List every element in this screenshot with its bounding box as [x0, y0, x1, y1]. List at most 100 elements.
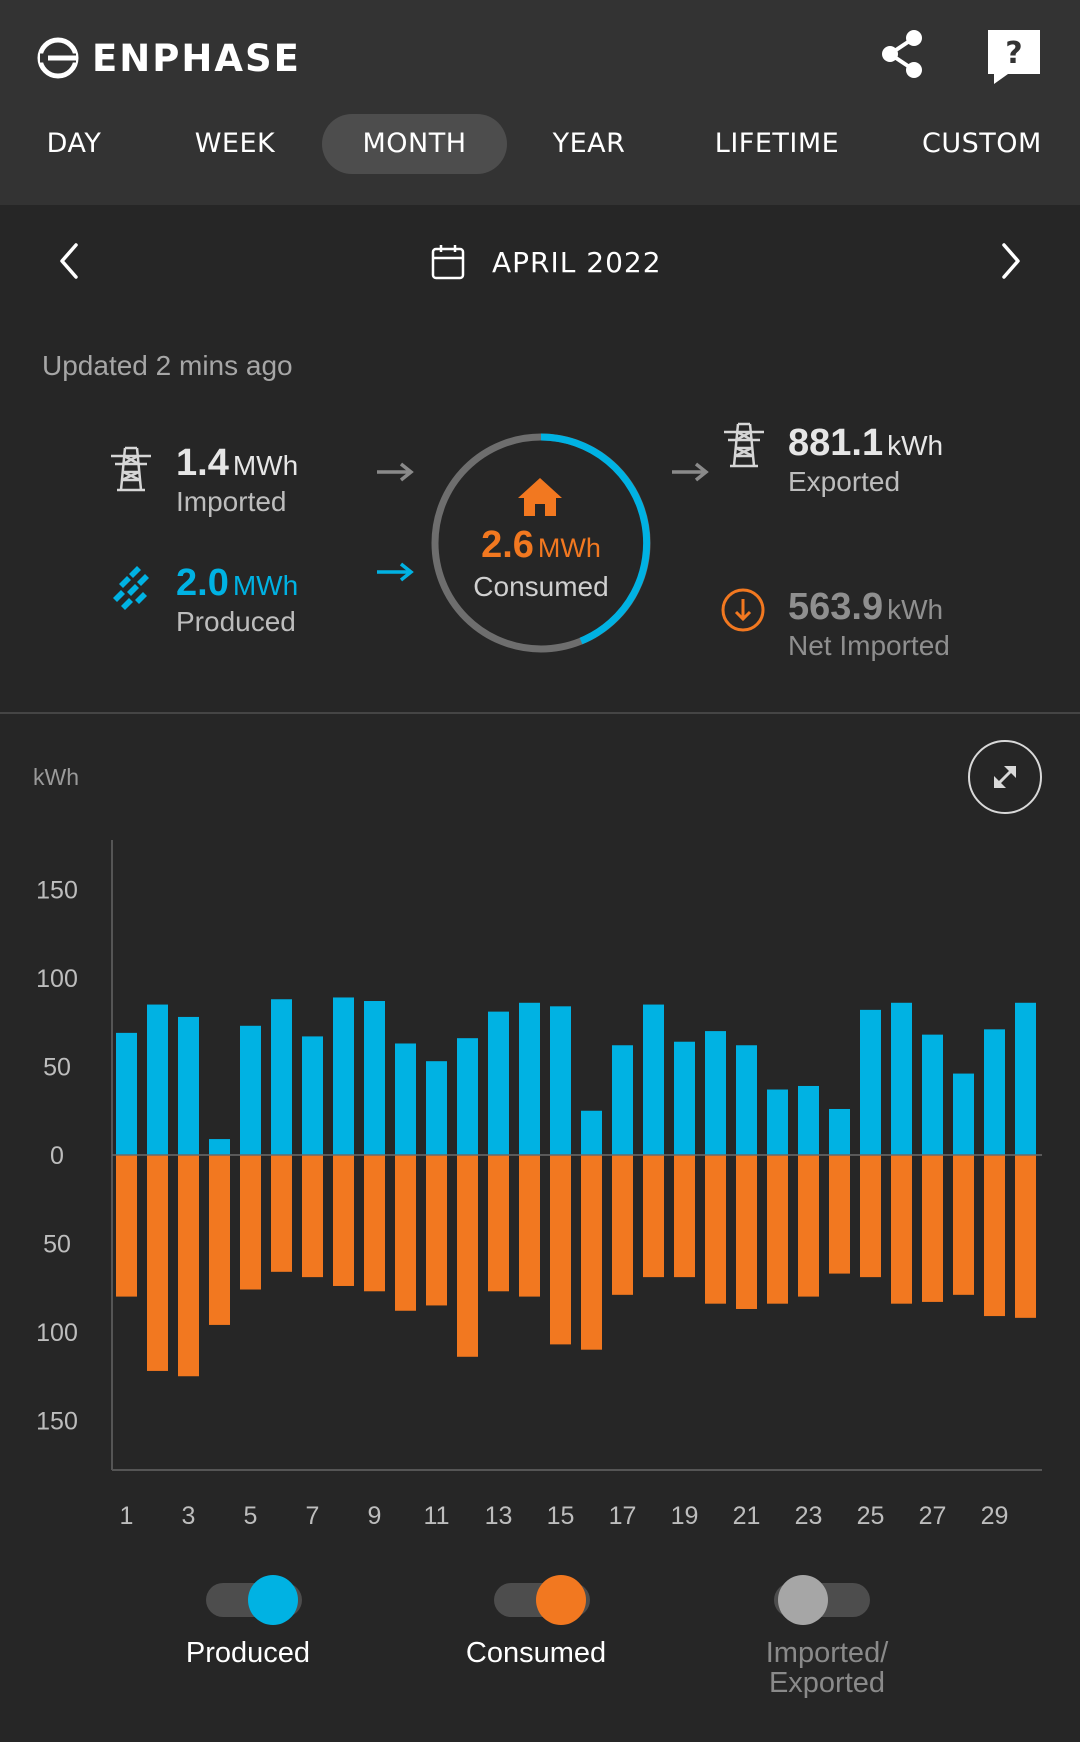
bar-consumed	[550, 1155, 571, 1345]
power-tower-icon	[111, 446, 151, 492]
bar-produced	[457, 1038, 478, 1155]
bar-produced	[1015, 1002, 1036, 1155]
imported-label: Imported	[176, 486, 287, 517]
legend-imported-exported-label: Imported/ Exported	[722, 1638, 932, 1698]
exported-value: 881.1 kWh	[788, 422, 943, 465]
calendar-icon	[431, 245, 465, 280]
bar-produced	[984, 1029, 1005, 1155]
bar-produced	[891, 1002, 912, 1155]
legend-exported-line: Exported	[768, 1667, 886, 1699]
x-tick-label: 3	[182, 1502, 196, 1530]
bar-produced	[550, 1006, 571, 1155]
bar-consumed	[798, 1155, 819, 1297]
imported-exported-toggle[interactable]	[774, 1571, 870, 1625]
legend-produced-label: Produced	[185, 1637, 311, 1669]
bar-consumed	[643, 1155, 664, 1278]
bar-consumed	[426, 1155, 447, 1306]
bar-produced	[488, 1011, 509, 1155]
produced-value: 2.0 MWh	[176, 562, 298, 605]
x-tick-label: 27	[919, 1502, 947, 1530]
tab-custom[interactable]: CUSTOM	[922, 128, 1042, 159]
produced-toggle[interactable]	[206, 1571, 302, 1625]
app-header: ENPHASE ? DAY WEEK MONTH YEAR LIFETIME C…	[0, 0, 1080, 205]
y-tick-label: 100	[36, 965, 78, 993]
x-tick-label: 11	[424, 1502, 450, 1530]
tab-week[interactable]: WEEK	[194, 128, 276, 159]
bar-consumed	[612, 1155, 633, 1295]
produced-number: 2.0	[176, 562, 229, 604]
y-tick-label: 50	[43, 1054, 71, 1082]
x-tick-label: 9	[368, 1502, 382, 1530]
tab-day[interactable]: DAY	[46, 128, 102, 159]
bar-consumed	[209, 1155, 230, 1325]
bar-produced	[767, 1089, 788, 1155]
x-tick-label: 1	[120, 1502, 134, 1530]
bar-consumed	[519, 1155, 540, 1297]
tab-lifetime[interactable]: LIFETIME	[714, 128, 840, 159]
bar-produced	[519, 1002, 540, 1155]
bar-produced	[209, 1139, 230, 1155]
period-label: APRIL 2022	[492, 245, 662, 279]
tab-year[interactable]: YEAR	[552, 128, 626, 159]
tab-month[interactable]: MONTH	[322, 114, 507, 174]
updated-status: Updated 2 mins ago	[42, 350, 293, 381]
bar-produced	[364, 1001, 385, 1155]
consumed-toggle[interactable]	[494, 1571, 590, 1625]
y-tick-label: 100	[36, 1319, 78, 1347]
net-number: 563.9	[788, 586, 884, 628]
bar-produced	[240, 1025, 261, 1155]
bar-produced	[116, 1032, 137, 1155]
produced-unit: MWh	[232, 570, 299, 601]
y-tick-label: 150	[36, 1408, 78, 1436]
net-imported-value: 563.9 kWh	[788, 586, 943, 629]
brand-logo: ENPHASE	[36, 30, 301, 86]
bar-produced	[674, 1041, 695, 1155]
bar-produced	[426, 1061, 447, 1155]
bar-consumed	[953, 1155, 974, 1295]
share-icon[interactable]	[876, 28, 928, 80]
period-picker[interactable]: APRIL 2022	[430, 237, 662, 287]
x-tick-label: 21	[733, 1502, 761, 1530]
bar-consumed	[736, 1155, 757, 1309]
bar-consumed	[674, 1155, 695, 1278]
consumed-unit: MWh	[537, 533, 601, 563]
bar-consumed	[147, 1155, 168, 1371]
bar-produced	[705, 1031, 726, 1155]
expand-chart-button[interactable]	[968, 740, 1042, 814]
bar-produced	[302, 1036, 323, 1155]
section-divider	[0, 712, 1080, 714]
bar-consumed	[891, 1155, 912, 1304]
chart-unit-label: kWh	[33, 764, 79, 790]
consumption-ring	[431, 433, 651, 653]
bar-consumed	[1015, 1155, 1036, 1318]
bar-consumed	[922, 1155, 943, 1302]
bar-produced	[922, 1034, 943, 1155]
bar-produced	[860, 1009, 881, 1155]
bar-consumed	[271, 1155, 292, 1272]
solar-panel-icon	[113, 566, 149, 610]
bar-consumed	[302, 1155, 323, 1278]
x-tick-label: 29	[981, 1502, 1009, 1530]
bar-produced	[147, 1004, 168, 1155]
bar-produced	[829, 1108, 850, 1155]
arrow-right-icon	[377, 462, 414, 482]
x-tick-label: 17	[609, 1502, 637, 1530]
y-tick-label: 0	[50, 1142, 64, 1170]
chevron-left-icon[interactable]	[50, 239, 90, 283]
bar-consumed	[860, 1155, 881, 1278]
chevron-right-icon[interactable]	[990, 239, 1030, 283]
y-tick-label: 50	[43, 1231, 71, 1259]
bar-produced	[953, 1073, 974, 1155]
house-icon	[518, 478, 562, 516]
svg-text:?: ?	[1005, 36, 1022, 71]
x-tick-label: 25	[857, 1502, 885, 1530]
bar-consumed	[829, 1155, 850, 1274]
bar-produced	[178, 1016, 199, 1155]
bar-consumed	[984, 1155, 1005, 1317]
toggle-knob	[778, 1575, 828, 1625]
expand-icon	[994, 766, 1016, 788]
bar-produced	[395, 1043, 416, 1155]
bar-produced	[271, 999, 292, 1155]
help-icon[interactable]: ?	[986, 28, 1042, 86]
exported-label: Exported	[788, 466, 901, 497]
